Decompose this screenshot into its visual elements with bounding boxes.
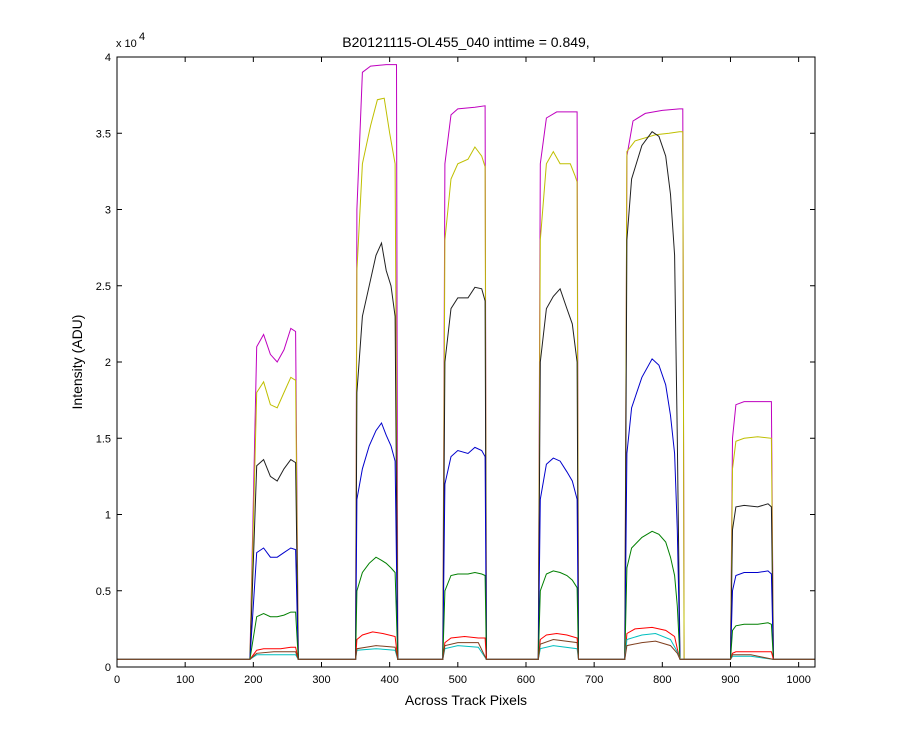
x-tick-label-0: 0 [114, 674, 120, 686]
x-tick-label-200: 200 [244, 674, 262, 686]
x-tick-label-700: 700 [585, 674, 603, 686]
x-tick-label-300: 300 [312, 674, 330, 686]
series-layer [117, 64, 815, 660]
x-axis-label: Across Track Pixels [405, 692, 527, 708]
chart-title: B20121115-OL455_040 inttime = 0.849, [342, 34, 589, 50]
x-tick-label-1000: 1000 [786, 674, 810, 686]
y-tick-label-3: 3 [105, 205, 111, 217]
x-tick-label-600: 600 [517, 674, 535, 686]
y-tick-label-1: 1 [105, 510, 111, 522]
y-tick-label-2: 2 [105, 357, 111, 369]
y-tick-label-1.5: 1.5 [96, 433, 111, 445]
y-tick-label-0.5: 0.5 [96, 586, 111, 598]
series-line-8 [117, 638, 815, 660]
y-tick-label-4: 4 [105, 52, 111, 64]
y-exponent-power: 4 [139, 31, 145, 43]
y-exponent-base: x 10 [116, 38, 137, 50]
x-tick-label-400: 400 [380, 674, 398, 686]
x-tick-label-800: 800 [653, 674, 671, 686]
x-tick-label-100: 100 [176, 674, 194, 686]
y-tick-label-3.5: 3.5 [96, 128, 111, 140]
x-tick-label-500: 500 [449, 674, 467, 686]
x-tick-label-900: 900 [721, 674, 739, 686]
tick-layer: 0 100 200 300 400 500 600 700 800 900 1000 0 0.5 1 1.5… [96, 52, 815, 686]
y-tick-label-0: 0 [105, 662, 111, 674]
plot-background [117, 57, 815, 667]
y-axis-label: Intensity (ADU) [69, 315, 85, 410]
y-tick-label-2.5: 2.5 [96, 281, 111, 293]
